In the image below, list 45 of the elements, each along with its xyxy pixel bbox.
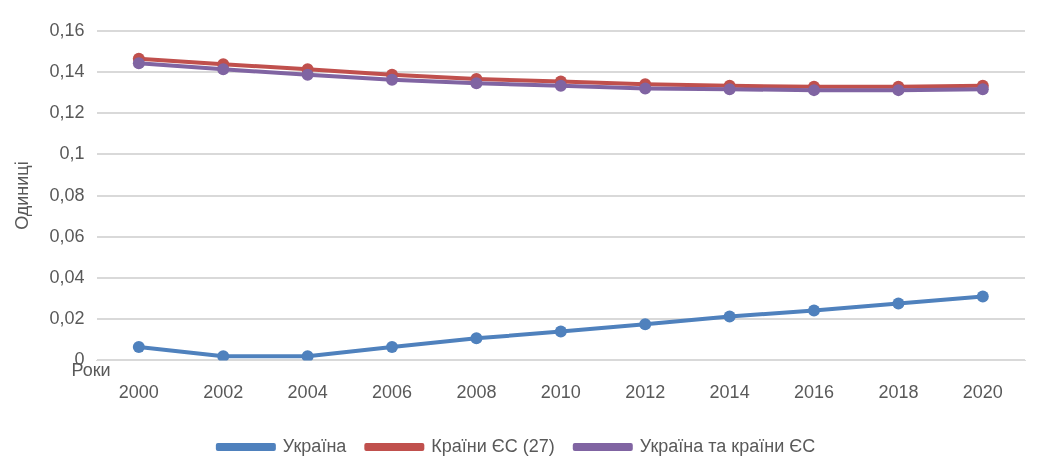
point bbox=[976, 290, 989, 303]
x-tick-label: 2012 bbox=[625, 382, 666, 403]
x-tick-label: 2000 bbox=[118, 382, 159, 403]
point bbox=[470, 332, 483, 345]
legend-label: Україна bbox=[282, 435, 348, 456]
y-tick-label: 0,06 bbox=[49, 225, 85, 246]
point bbox=[892, 84, 905, 97]
x-tick-label: 2014 bbox=[709, 382, 750, 403]
legend-label: Країни ЄС (27) bbox=[431, 435, 555, 456]
point bbox=[217, 350, 230, 361]
point bbox=[554, 79, 567, 92]
y-tick-label: 0,04 bbox=[49, 266, 85, 287]
y-tick-label: 0,1 bbox=[59, 143, 85, 164]
point bbox=[723, 83, 736, 96]
x-tick-label: 2010 bbox=[540, 382, 581, 403]
y-tick-label: 0,02 bbox=[49, 308, 85, 329]
point bbox=[386, 341, 399, 354]
point bbox=[808, 304, 821, 317]
x-tick-label: 2020 bbox=[962, 382, 1003, 403]
x-tick-label: 2006 bbox=[372, 382, 413, 403]
x-tick-label: 2018 bbox=[878, 382, 919, 403]
y-tick-label: 0,12 bbox=[49, 102, 85, 123]
point bbox=[554, 325, 567, 338]
y-tick-label: 0,14 bbox=[49, 60, 85, 81]
y-axis-title: Одиниці bbox=[11, 161, 32, 230]
point bbox=[892, 297, 905, 310]
point bbox=[132, 341, 145, 354]
point bbox=[132, 57, 145, 70]
x-tick-label: 2016 bbox=[793, 382, 835, 403]
point bbox=[639, 318, 652, 331]
point bbox=[386, 73, 399, 86]
point bbox=[217, 63, 230, 76]
point bbox=[808, 84, 821, 97]
legend-label: Україна та країни ЄС bbox=[639, 435, 816, 456]
y-tick-label: 0,08 bbox=[49, 184, 85, 205]
point bbox=[976, 83, 989, 96]
y-tick-label: 0,16 bbox=[49, 19, 85, 40]
point bbox=[723, 310, 736, 323]
point bbox=[301, 350, 314, 361]
x-tick-label: 2004 bbox=[287, 382, 328, 403]
point bbox=[470, 77, 483, 90]
x-tick-label: 2002 bbox=[203, 382, 244, 403]
point bbox=[639, 82, 652, 95]
point bbox=[301, 68, 314, 81]
x-tick-label: 2008 bbox=[456, 382, 497, 403]
